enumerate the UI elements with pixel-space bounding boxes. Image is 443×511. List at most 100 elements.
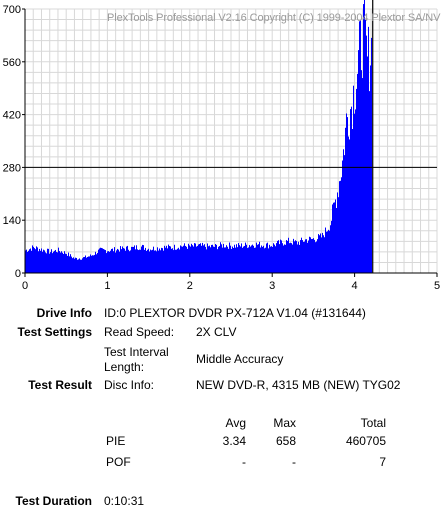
pie-bar [251, 245, 252, 273]
pie-bar [321, 237, 322, 273]
pie-bar [287, 240, 288, 273]
pie-bar [338, 197, 339, 273]
pie-bar [209, 245, 210, 273]
pie-bar [267, 242, 268, 273]
pie-bar [151, 250, 152, 273]
pie-bar [146, 250, 147, 273]
pie-bar [340, 180, 341, 273]
pie-bar [304, 241, 305, 273]
pie-bar [132, 246, 133, 273]
pie-bar [364, 0, 365, 274]
pie-bar [119, 251, 120, 273]
pie-bar [88, 256, 89, 273]
pie-bar [135, 249, 136, 273]
pie-bar [347, 117, 348, 274]
pie-bar [330, 225, 331, 273]
pie-bar [323, 235, 324, 273]
x-tick-label: 1 [104, 280, 110, 292]
pie-bar [94, 254, 95, 273]
pie-bar [193, 246, 194, 273]
pie-bar [115, 252, 116, 273]
pie-bar [181, 246, 182, 273]
pie-bar [127, 245, 128, 273]
pie-bar [191, 243, 192, 273]
pie-bar [164, 245, 165, 273]
pie-bar [32, 245, 33, 273]
pie-bar [155, 250, 156, 273]
pie-bar [239, 245, 240, 273]
pie-bar [53, 251, 54, 273]
pie-bar [233, 247, 234, 273]
stats-row-pie-avg: 3.34 [222, 434, 246, 448]
pie-bar [124, 248, 125, 273]
pie-bar [153, 246, 154, 273]
pie-bar [194, 243, 195, 273]
pie-bar [76, 257, 77, 273]
test-duration-value: 0:10:31 [104, 494, 145, 508]
pie-bar [44, 250, 45, 273]
pie-bar [255, 247, 256, 273]
pie-bar [204, 244, 205, 273]
pie-bar [318, 234, 319, 273]
pie-bar [29, 249, 30, 273]
x-tick-label: 4 [352, 280, 358, 292]
pie-bar [61, 251, 62, 273]
pie-bar [301, 237, 302, 273]
pie-bar [243, 246, 244, 273]
pie-bar [86, 257, 87, 273]
pie-bar [371, 37, 372, 273]
pie-bar [317, 239, 318, 273]
pie-bar [275, 246, 276, 273]
pie-bar [285, 244, 286, 273]
y-tick-label: 560 [3, 57, 21, 69]
pie-bar [57, 252, 58, 273]
read-speed-label: Read Speed: [104, 325, 175, 339]
pie-bar [104, 249, 105, 273]
pie-bar [345, 127, 346, 274]
pie-bar [75, 257, 76, 273]
read-speed-value: 2X CLV [196, 325, 237, 339]
pie-bar [314, 239, 315, 273]
pie-bar [176, 249, 177, 273]
pie-bar [326, 231, 327, 273]
pie-bar [85, 255, 86, 273]
pie-bar [297, 244, 298, 273]
pie-bar [259, 241, 260, 273]
pie-bar [93, 255, 94, 273]
pie-bar [34, 248, 35, 273]
pie-bar [349, 139, 350, 273]
stats-row-pof-name: POF [106, 455, 131, 469]
pie-bar [271, 246, 272, 273]
pie-bar [197, 245, 198, 273]
pie-bar [311, 239, 312, 273]
pie-bar [334, 202, 335, 273]
pie-bar [178, 247, 179, 273]
pie-bar [89, 256, 90, 273]
pie-bar [353, 85, 354, 273]
pie-bar [41, 248, 42, 273]
pie-bar [108, 251, 109, 273]
pie-bar [33, 246, 34, 273]
pie-bar [137, 249, 138, 273]
stats-row-pie-total: 460705 [345, 434, 386, 448]
pie-bar [112, 248, 113, 273]
pie-bar [126, 246, 127, 273]
pie-bar [168, 244, 169, 273]
test-interval-label-line1: Test Interval [104, 345, 169, 359]
pie-bar [276, 243, 277, 273]
pie-bar [359, 21, 360, 273]
pie-bar [171, 248, 172, 273]
pie-bar [52, 253, 53, 273]
x-tick-label: 3 [269, 280, 275, 292]
pie-bar [367, 56, 368, 274]
drive-info-label: Drive Info [36, 306, 92, 320]
pie-bar [200, 243, 201, 273]
pie-bar [69, 256, 70, 273]
pie-bar [245, 242, 246, 273]
pie-bar [118, 249, 119, 273]
pie-bar [79, 258, 80, 273]
pie-bar [175, 249, 176, 273]
copyright-watermark: PlexTools Professional V2.16 Copyright (… [107, 12, 441, 24]
pie-bar [77, 259, 78, 273]
pie-bar [325, 227, 326, 273]
